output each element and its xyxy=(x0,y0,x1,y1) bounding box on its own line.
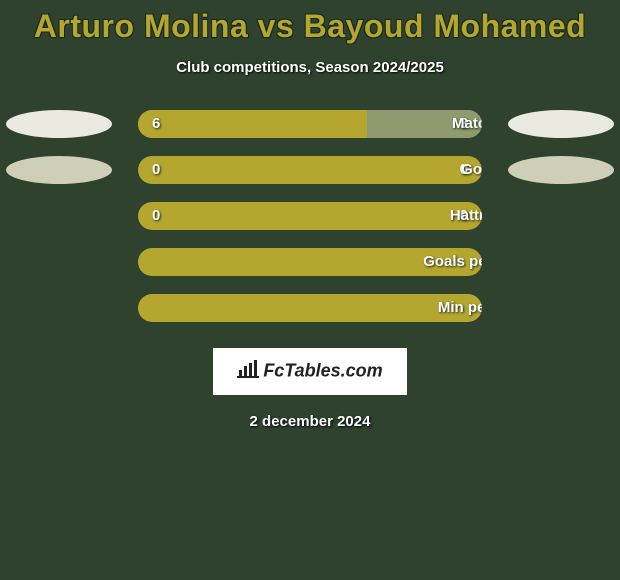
stat-row: 00Hattricks xyxy=(0,202,620,230)
subtitle: Club competitions, Season 2024/2025 xyxy=(0,59,620,76)
page-title: Arturo Molina vs Bayoud Mohamed xyxy=(0,8,620,45)
player-left-marker xyxy=(6,110,112,138)
stat-value-right: 0 xyxy=(460,156,468,184)
watermark: FcTables.com xyxy=(213,348,406,395)
stat-value-left: 0 xyxy=(152,156,160,184)
stat-row: Goals per match xyxy=(0,248,620,276)
chart-icon xyxy=(237,360,259,383)
stat-label: Min per goal xyxy=(310,294,482,322)
stat-bar: 00Goals xyxy=(138,156,482,184)
stat-bar: Min per goal xyxy=(138,294,482,322)
player-right-marker xyxy=(508,110,614,138)
stat-label: Goals per match xyxy=(310,248,482,276)
stat-value-right: 0 xyxy=(460,202,468,230)
stat-bar-left-fill xyxy=(138,110,367,138)
stat-value-left: 0 xyxy=(152,202,160,230)
stat-bar: 00Hattricks xyxy=(138,202,482,230)
stat-bar: 63Matches xyxy=(138,110,482,138)
stat-bar: Goals per match xyxy=(138,248,482,276)
stat-rows: 63Matches00Goals00HattricksGoals per mat… xyxy=(0,110,620,322)
stat-bar-right-fill xyxy=(367,110,482,138)
date-label: 2 december 2024 xyxy=(0,413,620,430)
stat-row: Min per goal xyxy=(0,294,620,322)
player-right-marker xyxy=(508,156,614,184)
stat-label: Goals xyxy=(310,156,482,184)
watermark-text: FcTables.com xyxy=(263,360,382,380)
stat-label: Hattricks xyxy=(310,202,482,230)
stat-row: 63Matches xyxy=(0,110,620,138)
player-left-marker xyxy=(6,156,112,184)
stat-row: 00Goals xyxy=(0,156,620,184)
comparison-card: Arturo Molina vs Bayoud Mohamed Club com… xyxy=(0,0,620,430)
